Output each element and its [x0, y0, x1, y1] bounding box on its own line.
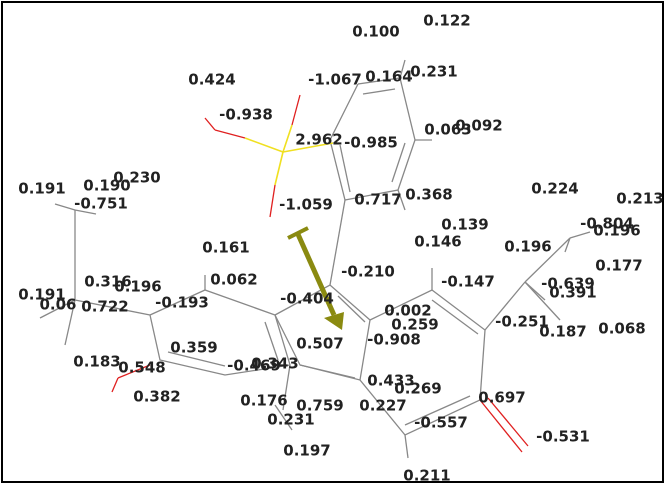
charge-label: 0.196 — [593, 222, 640, 240]
charge-label: 0.231 — [410, 63, 457, 81]
charge-label: 0.187 — [539, 323, 586, 341]
molecule-view: 0.1000.1220.424-1.0670.1640.231-0.9382.9… — [0, 0, 665, 484]
charge-label: 0.717 — [354, 191, 401, 209]
charge-label: 0.068 — [598, 320, 645, 338]
charge-label: 0.548 — [118, 359, 165, 377]
charge-label: -1.067 — [308, 71, 362, 89]
charge-label: -0.404 — [280, 290, 334, 308]
charge-label: 0.231 — [267, 411, 314, 429]
charge-label: -0.531 — [536, 428, 590, 446]
charge-label: -0.193 — [155, 294, 209, 312]
charge-label: 0.213 — [616, 190, 663, 208]
charge-label: 0.230 — [113, 169, 160, 187]
charge-label: 0.507 — [296, 335, 343, 353]
charge-label: -0.985 — [344, 134, 398, 152]
charge-label: 0.722 — [81, 298, 128, 316]
charge-label: 0.177 — [595, 257, 642, 275]
charge-label: -0.147 — [441, 273, 495, 291]
charge-label: 0.224 — [531, 180, 578, 198]
charge-label: 0.197 — [283, 442, 330, 460]
charge-label: 0.06 — [39, 296, 76, 314]
charge-label: 0.164 — [365, 68, 412, 86]
charge-label: 0.697 — [478, 389, 525, 407]
charge-label: 0.343 — [251, 355, 298, 373]
charge-label: 0.391 — [549, 284, 596, 302]
charge-label: 0.100 — [352, 23, 399, 41]
charge-label: 0.176 — [240, 392, 287, 410]
charge-label: 0.191 — [18, 180, 65, 198]
charge-label: -0.908 — [367, 331, 421, 349]
charge-label: 0.122 — [423, 12, 470, 30]
charge-label: -0.210 — [341, 263, 395, 281]
charge-label: 0.196 — [504, 238, 551, 256]
charge-label: 0.269 — [394, 380, 441, 398]
charge-label: 0.139 — [441, 216, 488, 234]
charge-label: 0.211 — [403, 467, 450, 484]
charge-label: 0.062 — [210, 271, 257, 289]
charge-label: 0.092 — [455, 117, 502, 135]
charge-label: 0.368 — [405, 186, 452, 204]
charge-label: -0.557 — [414, 414, 468, 432]
charge-label: -0.751 — [74, 195, 128, 213]
charge-label: 0.183 — [73, 353, 120, 371]
charge-label: 0.161 — [202, 239, 249, 257]
charge-label: 2.962 — [295, 131, 342, 149]
charge-label: 0.227 — [359, 397, 406, 415]
charge-label: 0.424 — [188, 71, 235, 89]
charge-label: 0.382 — [133, 388, 180, 406]
charge-label: 0.146 — [414, 233, 461, 251]
charge-label: 0.359 — [170, 339, 217, 357]
charge-label: -1.059 — [279, 196, 333, 214]
charge-label: -0.938 — [219, 106, 273, 124]
